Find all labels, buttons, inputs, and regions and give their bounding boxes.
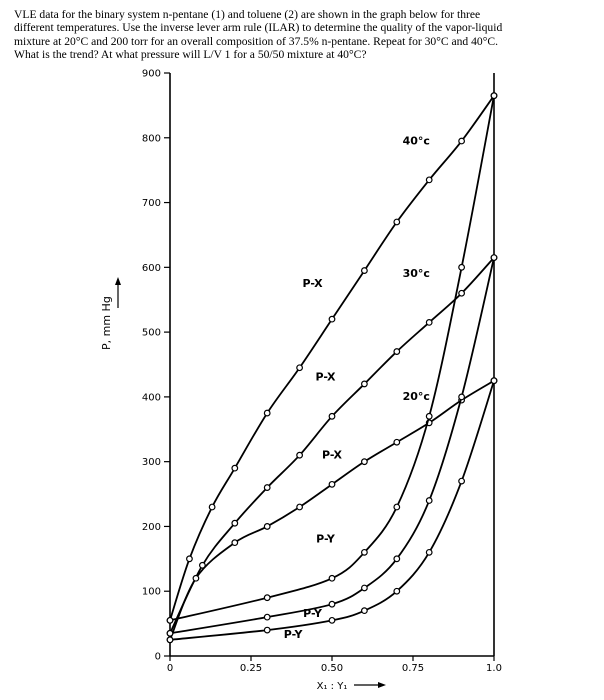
x-tick-label: 0.25 (240, 663, 262, 674)
problem-line: different temperatures. Use the inverse … (14, 21, 503, 35)
data-point-py (425, 497, 433, 504)
data-point-py (361, 548, 368, 556)
x-tick-label: 0.75 (402, 663, 424, 674)
y-tick-label: 700 (142, 198, 161, 209)
curve-annotation: 20°c (403, 390, 430, 403)
y-tick-label: 100 (142, 587, 161, 598)
y-axis-arrowhead (115, 277, 121, 285)
data-point-py (263, 613, 271, 621)
data-point-py (458, 393, 466, 401)
data-point-px (425, 318, 433, 326)
x-axis-label: X₁ : Y₁ (317, 681, 348, 692)
problem-line: VLE data for the binary system n-pentane… (14, 8, 481, 21)
data-point-px (263, 484, 271, 491)
data-point-py (458, 477, 466, 485)
data-point-px (361, 380, 368, 388)
data-point-px (328, 315, 336, 323)
problem-statement: VLE data for the binary system n-pentane… (14, 8, 590, 62)
data-point-px (296, 451, 304, 459)
data-point-px (208, 503, 216, 511)
data-point-px (186, 555, 193, 563)
data-point-py (328, 616, 336, 624)
data-point-py (490, 92, 498, 100)
data-point-py (393, 555, 401, 563)
data-point-px (328, 480, 336, 488)
y-tick-label: 900 (142, 69, 161, 80)
data-point-py (166, 629, 174, 637)
data-point-px (198, 561, 206, 569)
curve-labels: P-X P-X P-X P-Y P-Y P-Y 40°c 30°c 20°c (284, 134, 430, 641)
data-point-py (328, 574, 336, 582)
curve-annotation: 40°c (403, 134, 430, 147)
data-point-py (263, 626, 271, 634)
curve-annotation: 30°c (403, 267, 430, 280)
curve-annotation: P-X (303, 277, 324, 290)
y-tick-label: 0 (155, 652, 161, 663)
data-point-py (166, 616, 174, 624)
data-point-py (166, 636, 174, 644)
curve-annotation: P-Y (316, 533, 336, 546)
problem-line: mixture at 20°C and 200 torr for an over… (14, 34, 498, 48)
x-axis-arrowhead (378, 682, 386, 688)
curve-annotation: P-X (322, 448, 343, 461)
y-tick-label: 300 (142, 457, 161, 468)
data-point-px (393, 218, 401, 226)
data-point-px (458, 137, 466, 145)
data-point-px (263, 523, 271, 530)
data-point-px (458, 289, 466, 297)
curve-annotation: P-X (316, 371, 337, 384)
data-point-px (393, 438, 401, 446)
data-point-px (263, 409, 271, 417)
data-point-py (425, 548, 433, 556)
data-point-py (361, 584, 368, 592)
data-point-py (393, 503, 401, 511)
data-point-px (231, 519, 239, 527)
data-point-px (296, 364, 304, 372)
data-point-py (393, 587, 401, 595)
data-point-py (361, 607, 368, 615)
data-point-py (458, 263, 466, 271)
data-point-px (361, 458, 368, 466)
data-point-py (328, 600, 336, 608)
data-point-px (425, 176, 433, 184)
x-tick-label: 0.50 (321, 663, 343, 674)
data-point-py (263, 594, 271, 602)
curves (166, 92, 498, 644)
data-point-px (192, 574, 200, 582)
y-tick-label: 400 (142, 392, 161, 403)
data-point-py (425, 412, 433, 420)
axes: 0 100 200 300 400 500 600 700 800 900 0 0.25 0.50 0.7… (115, 69, 502, 692)
data-point-px (361, 267, 368, 274)
data-point-px (296, 503, 304, 511)
data-point-px (231, 539, 239, 547)
curve-annotation: P-Y (284, 628, 304, 641)
data-point-px (231, 464, 239, 472)
y-tick-label: 500 (142, 328, 161, 339)
y-tick-label: 200 (142, 522, 161, 533)
curve-annotation: P-Y (303, 607, 323, 620)
y-tick-label: 600 (142, 263, 161, 274)
y-tick-label: 800 (142, 133, 161, 144)
data-point-px (393, 348, 401, 355)
data-point-px (328, 412, 336, 420)
x-tick-label: 1.0 (486, 663, 502, 674)
data-point-py (490, 377, 498, 385)
x-tick-label: 0 (167, 663, 173, 674)
problem-line: What is the trend? At what pressure will… (14, 48, 367, 62)
data-point-py (490, 254, 498, 262)
